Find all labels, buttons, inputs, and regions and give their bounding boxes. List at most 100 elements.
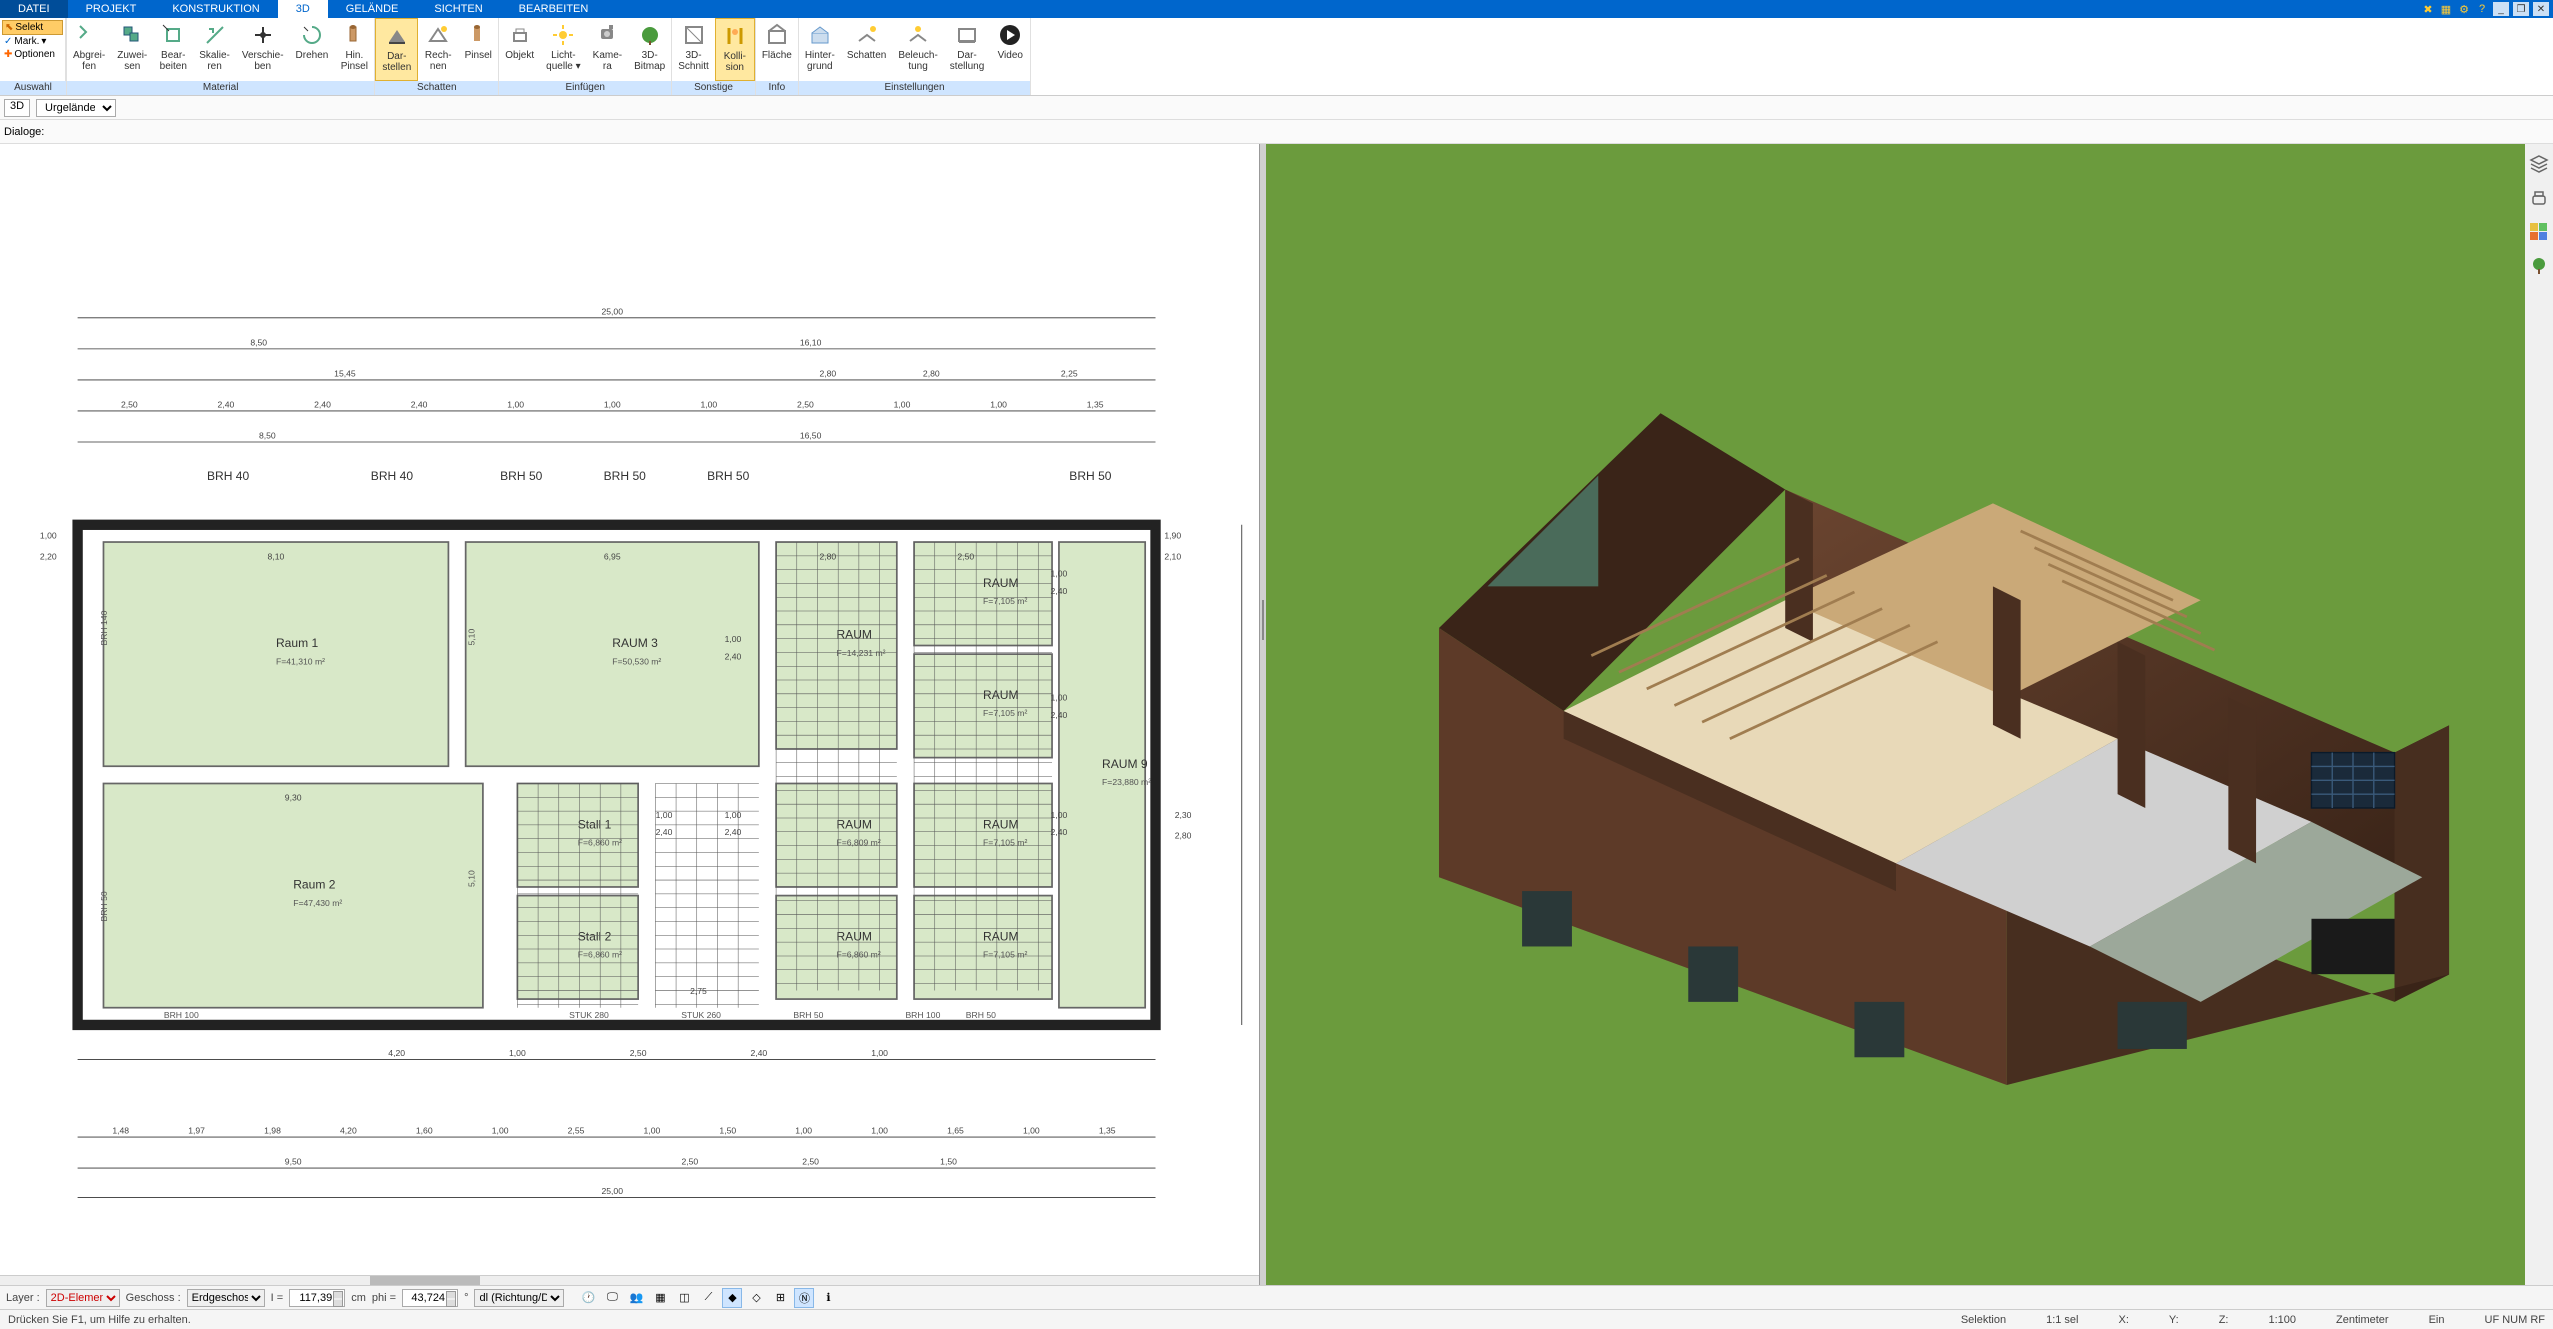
furniture-icon[interactable] bbox=[2529, 188, 2549, 208]
ribbon-schatten-0[interactable]: Dar-stellen bbox=[375, 18, 418, 81]
svg-text:RAUM: RAUM bbox=[983, 576, 1019, 590]
ribbon-material-2[interactable]: Bear-beiten bbox=[153, 18, 193, 81]
svg-text:RAUM: RAUM bbox=[983, 929, 1019, 943]
main-menu-bar: DATEI PROJEKT KONSTRUKTION 3D GELÄNDE SI… bbox=[0, 0, 2553, 18]
svg-text:1,00: 1,00 bbox=[1051, 693, 1068, 703]
save-all-icon[interactable]: ▦ bbox=[2439, 2, 2453, 16]
ribbon-sonstige-1[interactable]: Kolli-sion bbox=[715, 18, 755, 81]
north-icon[interactable]: Ⓝ bbox=[794, 1288, 814, 1308]
layers-icon[interactable] bbox=[2529, 154, 2549, 174]
info-icon[interactable]: ℹ bbox=[818, 1288, 838, 1308]
svg-text:1,65: 1,65 bbox=[947, 1126, 964, 1136]
ribbon-material-6[interactable]: Hin.Pinsel bbox=[334, 18, 374, 81]
menu-sichten[interactable]: SICHTEN bbox=[416, 0, 500, 18]
view2d-scrollbar[interactable] bbox=[0, 1275, 1259, 1285]
I-label: I = bbox=[271, 1292, 284, 1304]
ribbon-info-0[interactable]: Fläche bbox=[756, 18, 798, 81]
svg-text:1,00: 1,00 bbox=[507, 400, 524, 410]
svg-text:1,00: 1,00 bbox=[894, 400, 911, 410]
I-input[interactable] bbox=[289, 1289, 345, 1307]
settings-icon[interactable]: ⚙ bbox=[2457, 2, 2471, 16]
ribbon-material-3[interactable]: Skalie-ren bbox=[193, 18, 236, 81]
svg-text:1,98: 1,98 bbox=[264, 1126, 281, 1136]
plane-icon[interactable]: ◇ bbox=[746, 1288, 766, 1308]
svg-text:RAUM: RAUM bbox=[983, 688, 1019, 702]
menu-gelaende[interactable]: GELÄNDE bbox=[328, 0, 417, 18]
ribbon-einstellungen-4[interactable]: Video bbox=[990, 18, 1030, 81]
phi-input[interactable] bbox=[402, 1289, 458, 1307]
tool-icon[interactable]: ✖ bbox=[2421, 2, 2435, 16]
ribbon-einfügen-2[interactable]: Kame-ra bbox=[587, 18, 628, 81]
group-label-material: Material bbox=[67, 81, 374, 95]
ribbon-material-5[interactable]: Drehen bbox=[290, 18, 335, 81]
ribbon-material-0[interactable]: Abgrei-fen bbox=[67, 18, 111, 81]
ribbon-sonstige-0[interactable]: 3D-Schnitt bbox=[672, 18, 715, 81]
ribbon-einfügen-1[interactable]: Licht-quelle ▾ bbox=[540, 18, 587, 81]
selekt-button[interactable]: ⬉Selekt bbox=[2, 20, 63, 35]
menu-datei[interactable]: DATEI bbox=[0, 0, 68, 18]
ribbon-schatten-1[interactable]: Rech-nen bbox=[418, 18, 458, 81]
ribbon-schatten-2[interactable]: Pinsel bbox=[458, 18, 498, 81]
svg-text:F=7,105 m²: F=7,105 m² bbox=[983, 596, 1027, 606]
group-label-info: Info bbox=[756, 81, 798, 95]
svg-text:16,10: 16,10 bbox=[800, 337, 822, 347]
svg-text:RAUM: RAUM bbox=[983, 817, 1019, 831]
group-icon[interactable]: 👥 bbox=[626, 1288, 646, 1308]
svg-text:2,10: 2,10 bbox=[1164, 551, 1181, 561]
svg-text:25,00: 25,00 bbox=[601, 306, 623, 316]
view-3d-perspective[interactable] bbox=[1266, 144, 2525, 1285]
svg-text:1,00: 1,00 bbox=[990, 400, 1007, 410]
sheet-icon[interactable]: ◫ bbox=[674, 1288, 694, 1308]
status-bar: Drücken Sie F1, um Hilfe zu erhalten. Se… bbox=[0, 1309, 2553, 1329]
restore-button[interactable]: ❐ bbox=[2513, 2, 2529, 16]
menu-konstruktion[interactable]: KONSTRUKTION bbox=[154, 0, 277, 18]
svg-text:2,40: 2,40 bbox=[725, 651, 742, 661]
ribbon-einstellungen-1[interactable]: Schatten bbox=[841, 18, 892, 81]
svg-text:STUK 260: STUK 260 bbox=[681, 1010, 721, 1020]
ribbon-einfügen-3[interactable]: 3D-Bitmap bbox=[628, 18, 671, 81]
ribbon-material-1[interactable]: Zuwei-sen bbox=[111, 18, 153, 81]
terrain-select[interactable]: Urgelände bbox=[36, 99, 116, 117]
svg-text:Raum 2: Raum 2 bbox=[293, 878, 336, 892]
layer-select[interactable]: 2D-Elemen bbox=[46, 1289, 120, 1307]
menu-projekt[interactable]: PROJEKT bbox=[68, 0, 155, 18]
close-button[interactable]: ✕ bbox=[2533, 2, 2549, 16]
workspace: 25,00 8,50 16,10 15,452,802,802,25 2,502… bbox=[0, 144, 2553, 1285]
grid-icon[interactable]: ⊞ bbox=[770, 1288, 790, 1308]
monitor-icon[interactable]: 🖵 bbox=[602, 1288, 622, 1308]
optionen-button[interactable]: ✚Optionen bbox=[2, 48, 63, 61]
ribbon-einfügen-0[interactable]: Objekt bbox=[499, 18, 540, 81]
ein-label: Ein bbox=[2429, 1314, 2445, 1326]
svg-text:25,00: 25,00 bbox=[601, 1186, 623, 1196]
view-2d-floorplan[interactable]: 25,00 8,50 16,10 15,452,802,802,25 2,502… bbox=[0, 144, 1260, 1285]
minimize-button[interactable]: _ bbox=[2493, 2, 2509, 16]
ribbon-material-4[interactable]: Verschie-ben bbox=[236, 18, 290, 81]
mode-select[interactable]: dl (Richtung/Di bbox=[474, 1289, 564, 1307]
ribbon-einstellungen-2[interactable]: Beleuch-tung bbox=[892, 18, 943, 81]
coord-y: Y: bbox=[2169, 1314, 2179, 1326]
tree-icon[interactable] bbox=[2529, 256, 2549, 276]
coord-z: Z: bbox=[2219, 1314, 2229, 1326]
polyline-icon[interactable]: ⟋ bbox=[698, 1288, 718, 1308]
geschoss-select[interactable]: Erdgeschos bbox=[187, 1289, 265, 1307]
help-icon[interactable]: ? bbox=[2475, 2, 2489, 16]
sel-ratio: 1:1 sel bbox=[2046, 1314, 2078, 1326]
svg-text:5,10: 5,10 bbox=[466, 629, 476, 646]
menu-bearbeiten[interactable]: BEARBEITEN bbox=[501, 0, 607, 18]
svg-text:BRH 40: BRH 40 bbox=[371, 469, 414, 483]
ribbon-einstellungen-0[interactable]: Hinter-grund bbox=[799, 18, 841, 81]
snap-icon[interactable]: ◆ bbox=[722, 1288, 742, 1308]
clock-icon[interactable]: 🕐 bbox=[578, 1288, 598, 1308]
right-side-toolbar bbox=[2525, 144, 2553, 1285]
svg-text:2,50: 2,50 bbox=[681, 1157, 698, 1167]
layers2-icon[interactable]: ▦ bbox=[650, 1288, 670, 1308]
view-mode-select[interactable]: 3D bbox=[4, 99, 30, 117]
palette-icon[interactable] bbox=[2529, 222, 2549, 242]
mark-button[interactable]: ✓Mark.▾ bbox=[2, 35, 63, 48]
svg-text:F=14,231 m²: F=14,231 m² bbox=[836, 648, 885, 658]
svg-text:15,45: 15,45 bbox=[334, 368, 356, 378]
svg-text:1,00: 1,00 bbox=[871, 1126, 888, 1136]
svg-text:1,60: 1,60 bbox=[416, 1126, 433, 1136]
menu-3d[interactable]: 3D bbox=[278, 0, 328, 18]
ribbon-einstellungen-3[interactable]: Dar-stellung bbox=[944, 18, 990, 81]
